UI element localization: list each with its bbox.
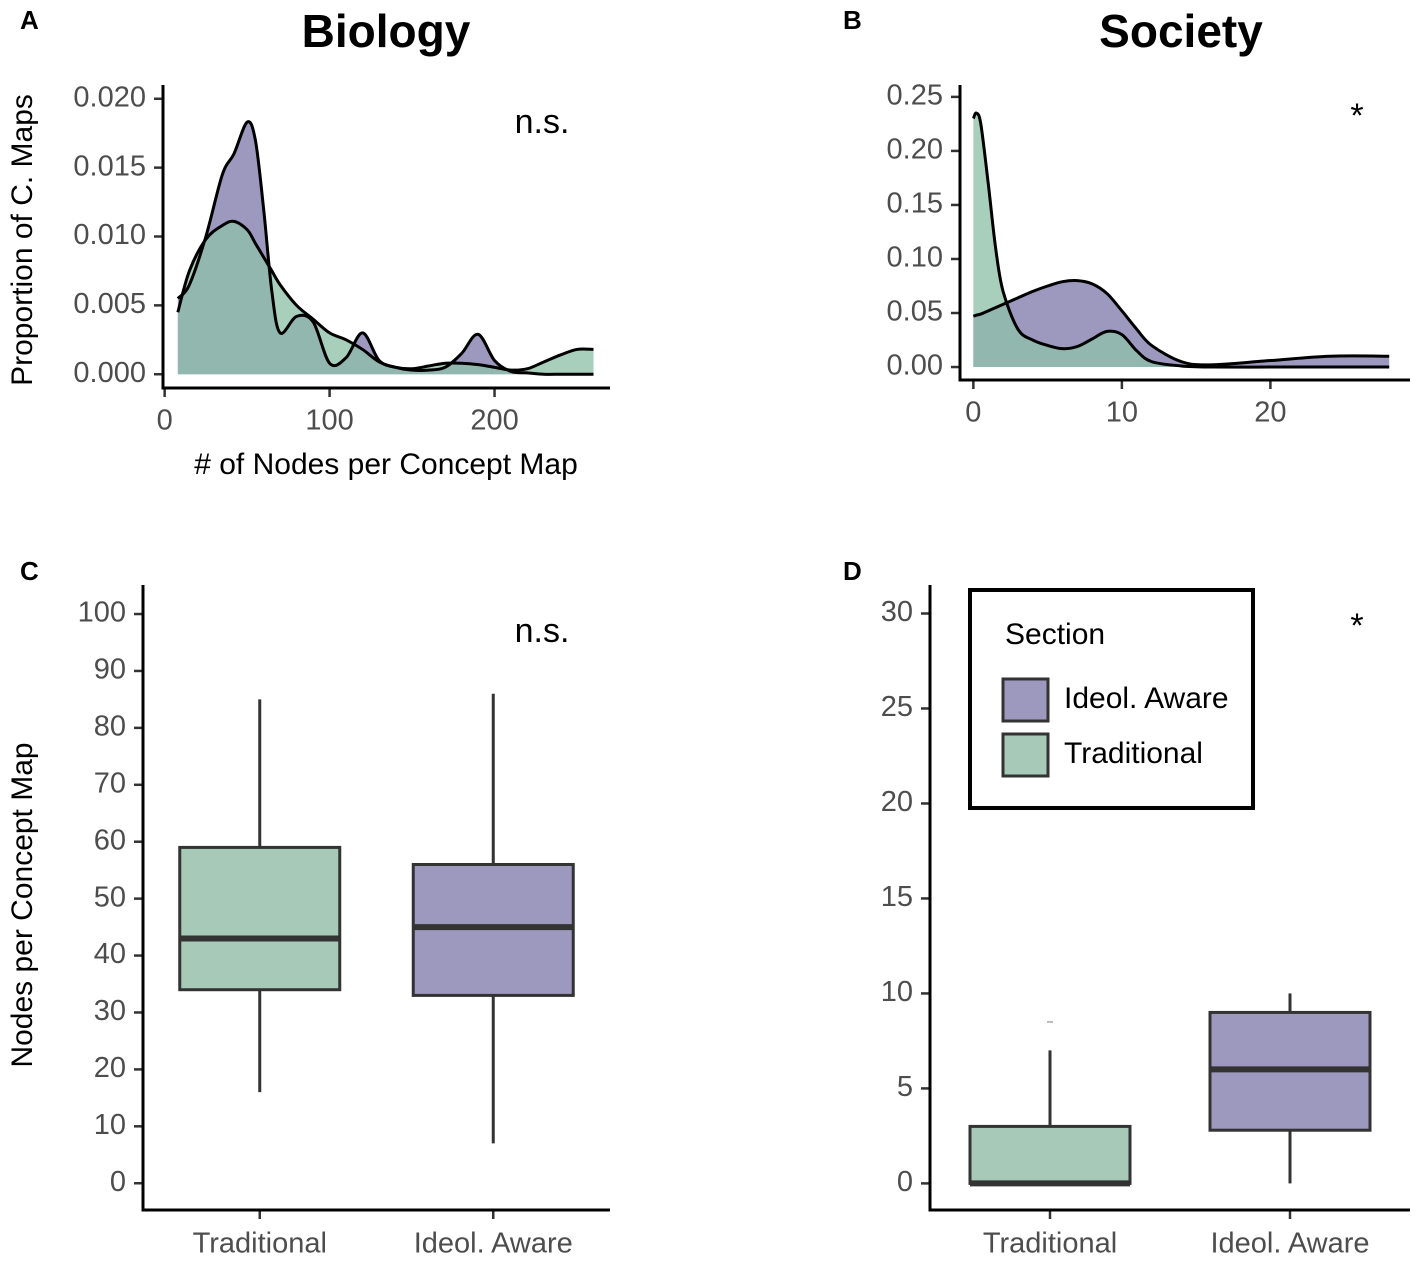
- y-tick-label: 10: [94, 1109, 126, 1141]
- y-tick-label: 0: [110, 1166, 126, 1198]
- y-tick-label: 0.020: [73, 81, 146, 113]
- density-line: [971, 111, 1390, 369]
- density-area: [177, 221, 594, 375]
- annotation: n.s.: [515, 612, 570, 650]
- density-line: [176, 120, 594, 376]
- y-tick-label: 100: [78, 597, 126, 629]
- y-tick-label: 0.10: [887, 242, 943, 274]
- x-tick-label: 200: [470, 405, 518, 437]
- panel-letter: C: [20, 556, 39, 586]
- y-tick-label: 5: [897, 1071, 913, 1103]
- y-tick-label: 0.000: [73, 357, 146, 389]
- panel-letter: A: [20, 5, 39, 35]
- y-tick-label: 70: [94, 767, 126, 799]
- panel-title: Biology: [302, 5, 471, 57]
- x-tick-label: 10: [1106, 397, 1138, 429]
- legend-swatch: [1001, 677, 1050, 723]
- box: [968, 1124, 1132, 1185]
- annotation: *: [1350, 607, 1363, 645]
- annotation: n.s.: [515, 103, 570, 141]
- x-tick-label: 0: [965, 397, 981, 429]
- y-tick-label: 15: [881, 881, 913, 913]
- y-tick-label: 30: [881, 596, 913, 628]
- y-axis-title: Nodes per Concept Map: [6, 742, 39, 1067]
- y-tick-label: 0: [897, 1166, 913, 1198]
- legend-swatch: [1001, 732, 1050, 778]
- panel: B Society * 0.00 0.05 0.10 0.15 0.20 0.25 0 10 20: [843, 5, 1410, 429]
- y-tick-label: 0.00: [887, 350, 943, 382]
- density-area: [973, 112, 1390, 368]
- y-tick-label: 0.010: [73, 219, 146, 251]
- y-tick-label: 0.15: [887, 188, 943, 220]
- y-tick-label: 20: [94, 1052, 126, 1084]
- y-tick-label: 0.20: [887, 134, 943, 166]
- y-tick-label: 50: [94, 881, 126, 913]
- y-tick-label: 90: [94, 654, 126, 686]
- panel-letter: D: [843, 556, 862, 586]
- x-tick-label: 100: [305, 405, 353, 437]
- y-tick-label: 80: [94, 711, 126, 743]
- y-tick-label: 0.25: [887, 80, 943, 112]
- y-tick-label: 25: [881, 691, 913, 723]
- x-tick-label: 0: [157, 405, 173, 437]
- y-tick-label: 20: [881, 786, 913, 818]
- x-tick-label: Traditional: [983, 1228, 1117, 1260]
- x-tick-label: Ideol. Aware: [1210, 1228, 1369, 1260]
- density-line: [176, 219, 594, 372]
- x-tick-label: Ideol. Aware: [414, 1228, 573, 1260]
- panel-title: Society: [1099, 5, 1263, 57]
- y-axis-title: Proportion of C. Maps: [6, 94, 39, 386]
- legend: Section Ideol. Aware Traditional: [968, 588, 1255, 810]
- y-tick-label: 40: [94, 938, 126, 970]
- annotation: *: [1350, 97, 1363, 135]
- y-tick-label: 60: [94, 824, 126, 856]
- legend-title: Section: [1005, 618, 1105, 651]
- y-tick-label: 0.015: [73, 150, 146, 182]
- y-tick-label: 0.05: [887, 296, 943, 328]
- box: [178, 845, 342, 992]
- panel-letter: B: [843, 5, 862, 35]
- panel: A Biology n.s. # of Nodes per Concept Map Pr…: [6, 5, 610, 481]
- x-tick-label: 20: [1254, 397, 1286, 429]
- y-tick-label: 30: [94, 995, 126, 1027]
- density-line: [972, 278, 1390, 367]
- x-tick-label: Traditional: [193, 1228, 327, 1260]
- legend-label: Ideol. Aware: [1064, 682, 1229, 715]
- x-axis-title: # of Nodes per Concept Map: [194, 448, 578, 481]
- y-tick-label: 0.005: [73, 288, 146, 320]
- y-tick-label: 10: [881, 976, 913, 1008]
- legend-label: Traditional: [1064, 737, 1203, 770]
- panel: Cn.s. Nodes per Concept Map 0 10 20 30 40 50 60 7…: [6, 556, 610, 1260]
